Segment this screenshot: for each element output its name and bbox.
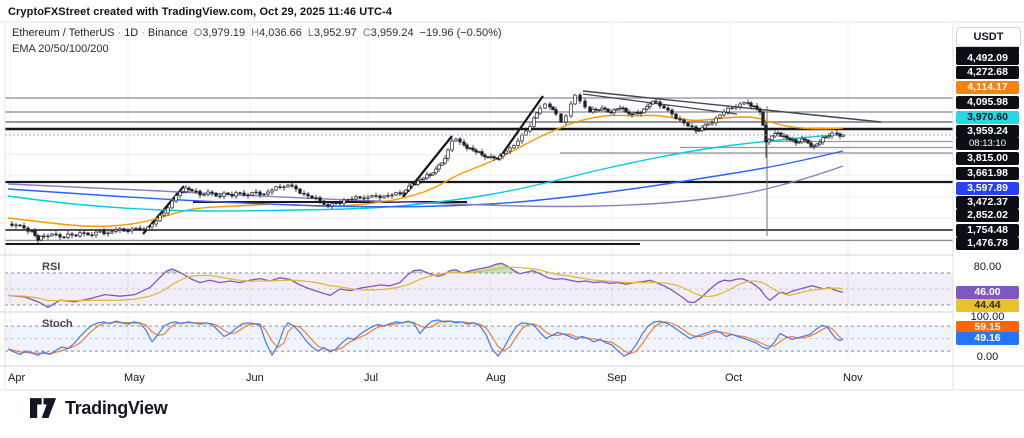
price-label: 3,472.37 [956,196,1019,209]
axis-tick-label: 0.00 [956,351,1019,364]
price-label: 3,597.89 [956,182,1019,195]
time-axis-month: Oct [725,371,742,385]
tradingview-wordmark: TradingView [65,398,167,419]
tradingview-chart-page: CryptoFXStreet created with TradingView.… [0,0,1024,438]
price-label: 2,852.02 [956,209,1019,222]
price-label: 1,754.48 [956,224,1019,237]
price-label: 4,095.98 [956,96,1019,109]
ema-legend[interactable]: EMA 20/50/100/200 [12,43,109,55]
price-label: 3,970.60 [956,111,1019,124]
open-value: 3,979.19 [202,27,245,39]
interval-label: 1D [124,27,138,39]
attribution-text: CryptoFXStreet created with TradingView.… [8,6,392,18]
indicator-value-label: 46.00 [956,286,1019,299]
price-label: 4,272.68 [956,66,1019,79]
time-axis-month: Nov [843,371,863,385]
price-label: 3,661.98 [956,167,1019,180]
close-value: 3,959.24 [371,27,414,39]
indicator-value-label: 49.16 [956,332,1019,345]
change-value: −19.96 (−0.50%) [420,27,502,39]
low-value: 3,952.97 [314,27,357,39]
price-label: 4,492.09 [956,52,1019,65]
time-axis-month: Aug [486,371,506,385]
indicator-value-label: 44.44 [956,299,1019,312]
close-key: C [363,27,371,39]
symbol-name: Ethereum / TetherUS [12,27,115,39]
time-axis-month: Jul [364,371,378,385]
time-axis-month: Jun [246,371,264,385]
price-label: 3,815.00 [956,152,1019,165]
bar-countdown: 08:13:10 [956,138,1019,150]
price-label: 1,476.78 [956,237,1019,250]
time-axis-month: May [124,371,145,385]
tradingview-logo-icon [30,398,57,419]
tradingview-logo[interactable]: TradingView [30,398,167,419]
axis-tick-label: 80.00 [956,261,1019,274]
chart-canvas[interactable] [0,0,1024,438]
high-key: H [251,27,259,39]
time-axis-month: Apr [8,371,25,385]
price-label: 4,114.17 [956,81,1019,94]
stoch-pane-title[interactable]: Stoch [42,318,73,330]
open-key: O [194,27,203,39]
price-label: 3,959.24 [956,125,1019,138]
rsi-pane-title[interactable]: RSI [42,261,60,273]
symbol-legend[interactable]: Ethereum / TetherUS·1D·BinanceO3,979.19H… [12,27,502,39]
currency-toggle-button[interactable]: USDT [956,27,1021,47]
time-axis-month: Sep [607,371,627,385]
high-value: 4,036.66 [259,27,302,39]
exchange-label: Binance [148,27,188,39]
